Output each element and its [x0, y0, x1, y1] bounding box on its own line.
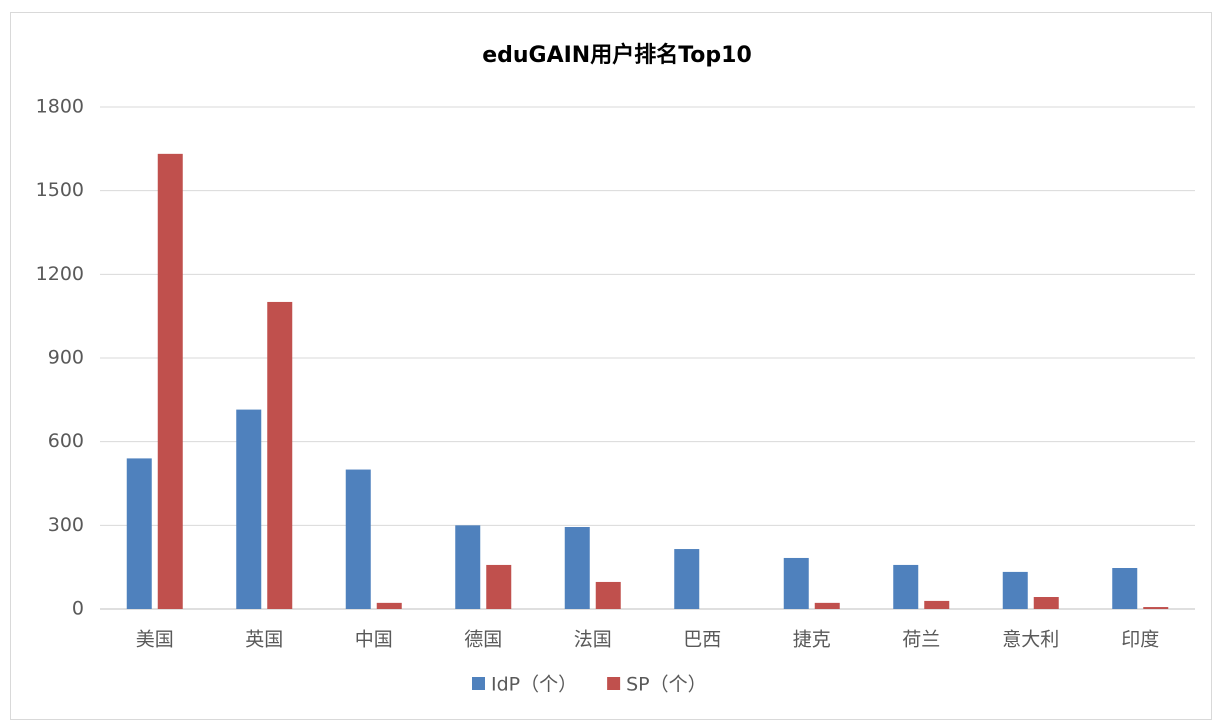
y-tick-label: 300 [48, 514, 84, 536]
bar [157, 153, 183, 609]
bar [486, 564, 512, 609]
y-tick-label: 600 [48, 430, 84, 452]
y-tick-label: 900 [48, 347, 84, 369]
x-tick-label: 意大利 [1002, 629, 1059, 651]
x-tick-label: 印度 [1121, 629, 1159, 651]
bar [814, 602, 840, 609]
bar [376, 602, 402, 609]
bar [674, 549, 700, 609]
x-tick-label: 荷兰 [902, 629, 940, 651]
bar [564, 527, 590, 609]
bar [783, 557, 809, 609]
legend-swatch [472, 677, 485, 690]
y-tick-label: 1200 [36, 263, 84, 285]
bar [1112, 568, 1138, 609]
bar [924, 600, 950, 609]
x-tick-label: 英国 [245, 629, 283, 651]
legend-swatch [607, 677, 621, 690]
y-tick-label: 1500 [36, 179, 84, 201]
x-tick-label: 德国 [464, 629, 502, 651]
x-tick-label: 巴西 [683, 629, 721, 651]
legend-label: SP（个） [626, 674, 707, 696]
bar [595, 581, 621, 609]
x-tick-label: 捷克 [793, 629, 831, 651]
bar [455, 525, 481, 609]
x-tick-label: 中国 [355, 629, 393, 651]
y-tick-label: 0 [72, 598, 84, 620]
bar [1143, 607, 1169, 609]
x-tick-label: 法国 [574, 629, 612, 651]
bar [1002, 571, 1028, 609]
bar [126, 458, 152, 609]
chart-title: eduGAIN用户排名Top10 [482, 42, 752, 68]
legend-label: IdP（个） [491, 674, 577, 696]
chart-border [10, 12, 1212, 720]
bar [1033, 597, 1059, 609]
bar [267, 301, 293, 609]
x-tick-label: 美国 [136, 629, 174, 651]
bar [893, 564, 919, 609]
bar [236, 409, 262, 609]
y-tick-label: 1800 [36, 96, 84, 118]
bar [345, 469, 371, 609]
